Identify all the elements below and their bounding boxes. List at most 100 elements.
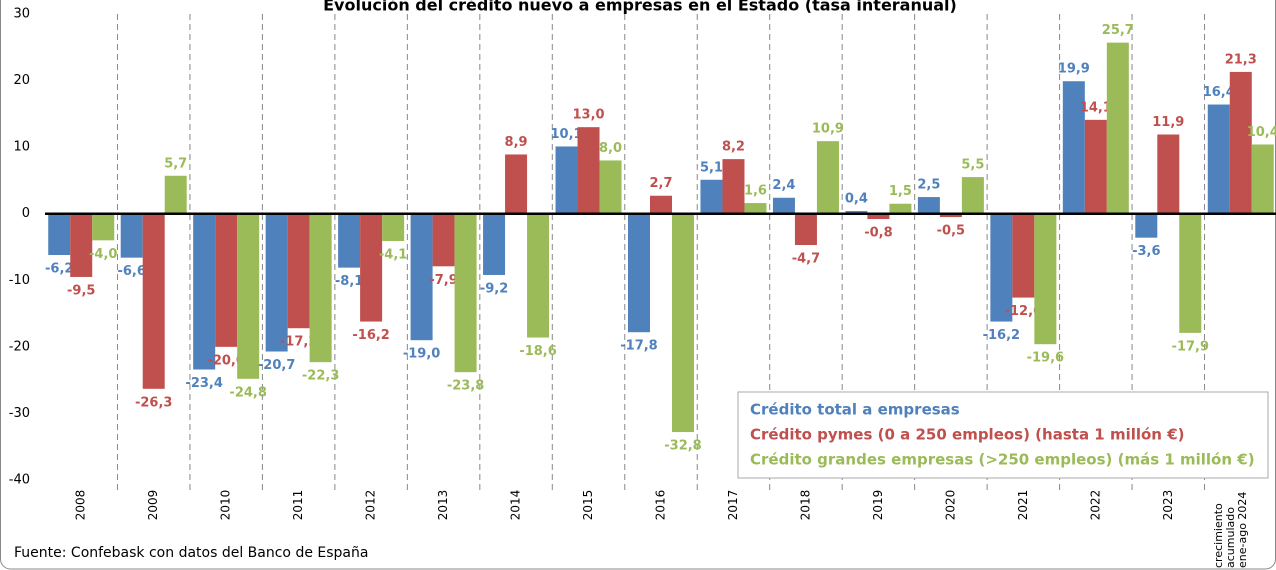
data-label: -19,0: [403, 347, 440, 362]
data-label: -26,3: [135, 395, 172, 410]
data-label: 2,5: [917, 178, 940, 193]
x-tick-label: 2015: [581, 490, 595, 521]
data-label: -4,7: [792, 252, 820, 267]
bar: [961, 177, 984, 214]
data-label: 10,1: [550, 127, 582, 142]
x-tick-label: 2023: [1161, 490, 1175, 521]
y-tick-label: 10: [13, 140, 30, 155]
bar: [92, 213, 115, 241]
data-label: -9,2: [480, 281, 508, 296]
x-tick-label: 2008: [74, 490, 88, 521]
data-label: -20,7: [258, 358, 295, 373]
bar: [917, 197, 940, 214]
data-label: -23,4: [185, 376, 222, 391]
x-tick-label-box: crecimiento acumulado ene-ago 2024: [1212, 491, 1249, 568]
data-label: -12,6: [1005, 304, 1042, 319]
bar: [382, 213, 405, 242]
bar: [483, 213, 506, 275]
bar: [142, 213, 165, 389]
data-label: 11,9: [1152, 115, 1184, 130]
data-label: 25,7: [1102, 23, 1134, 38]
y-tick-label: 30: [13, 7, 30, 22]
x-tick-label: 2014: [509, 490, 523, 521]
data-label: -20,0: [207, 353, 244, 368]
data-label: -6,2: [45, 261, 73, 276]
data-label: 1,6: [744, 184, 767, 199]
bar: [70, 213, 93, 277]
data-label: -32,8: [664, 439, 701, 454]
bar: [193, 213, 216, 370]
data-label: -6,6: [117, 264, 145, 279]
bar: [505, 154, 528, 214]
data-label: 10,4: [1247, 125, 1276, 140]
x-tick-label: 2009: [146, 490, 160, 521]
bar: [744, 203, 767, 214]
bar: [120, 213, 143, 258]
bar: [164, 175, 187, 214]
x-tick-label: 2020: [943, 490, 957, 521]
bar: [772, 197, 795, 214]
data-label: -17,2: [280, 335, 317, 350]
data-label: 0,4: [845, 192, 868, 207]
bar: [889, 203, 912, 214]
data-label: -19,6: [1027, 351, 1064, 366]
data-label: 5,5: [961, 158, 984, 173]
bar: [650, 195, 672, 214]
x-tick-label: 2019: [871, 490, 885, 521]
y-tick-label: 0: [22, 206, 30, 221]
bar: [628, 213, 650, 333]
data-label: 13,0: [572, 108, 604, 123]
x-tick-label: 2022: [1088, 490, 1102, 521]
x-tick-label: 2013: [436, 490, 450, 521]
y-tick-label: 20: [13, 73, 30, 88]
bar: [410, 213, 433, 341]
data-label: -7,9: [429, 273, 457, 288]
bar: [816, 141, 839, 214]
y-tick-label: -40: [9, 473, 30, 488]
bar: [360, 213, 383, 322]
bar: [48, 213, 71, 255]
y-tick-label: -20: [9, 339, 30, 354]
data-label: -0,8: [864, 226, 892, 241]
data-label: -17,8: [620, 339, 657, 354]
data-label: -4,1: [379, 248, 407, 263]
bar: [287, 213, 310, 329]
x-tick-label: 2012: [364, 490, 378, 521]
bar: [1135, 213, 1158, 238]
legend-entry: Crédito pymes (0 a 250 empleos) (hasta 1…: [750, 426, 1185, 444]
bar: [672, 213, 694, 433]
data-label: 1,5: [889, 184, 912, 199]
bar: [599, 160, 622, 214]
bar: [939, 213, 962, 218]
data-label: 2,4: [772, 178, 795, 193]
bar: [338, 213, 361, 268]
bar: [1229, 71, 1252, 214]
bar: [577, 127, 600, 214]
bar: [1034, 213, 1057, 345]
data-label: 19,9: [1058, 62, 1090, 77]
bar: [722, 159, 745, 214]
data-label: -16,2: [983, 328, 1020, 343]
bar: [1062, 81, 1085, 214]
bar: [265, 213, 288, 352]
x-tick-label: 2011: [291, 490, 305, 521]
x-tick-label: crecimiento acumulado ene-ago 2024: [1212, 491, 1249, 568]
bar: [1012, 213, 1035, 298]
data-label: 5,7: [164, 156, 187, 171]
x-tick-label: 2018: [798, 490, 812, 521]
bar: [309, 213, 332, 363]
bar: [1106, 42, 1129, 214]
data-label: -22,3: [302, 369, 339, 384]
data-label: 8,9: [505, 135, 528, 150]
x-tick-label: 2010: [219, 490, 233, 521]
bar: [215, 213, 238, 347]
legend-box: [737, 391, 1269, 479]
bar: [700, 179, 723, 214]
data-label: 8,2: [722, 140, 745, 155]
x-tick-label: 2021: [1016, 490, 1030, 521]
bar: [1179, 213, 1202, 333]
data-label: -4,0: [89, 247, 117, 262]
data-label: 21,3: [1225, 52, 1257, 67]
bar: [867, 213, 890, 220]
